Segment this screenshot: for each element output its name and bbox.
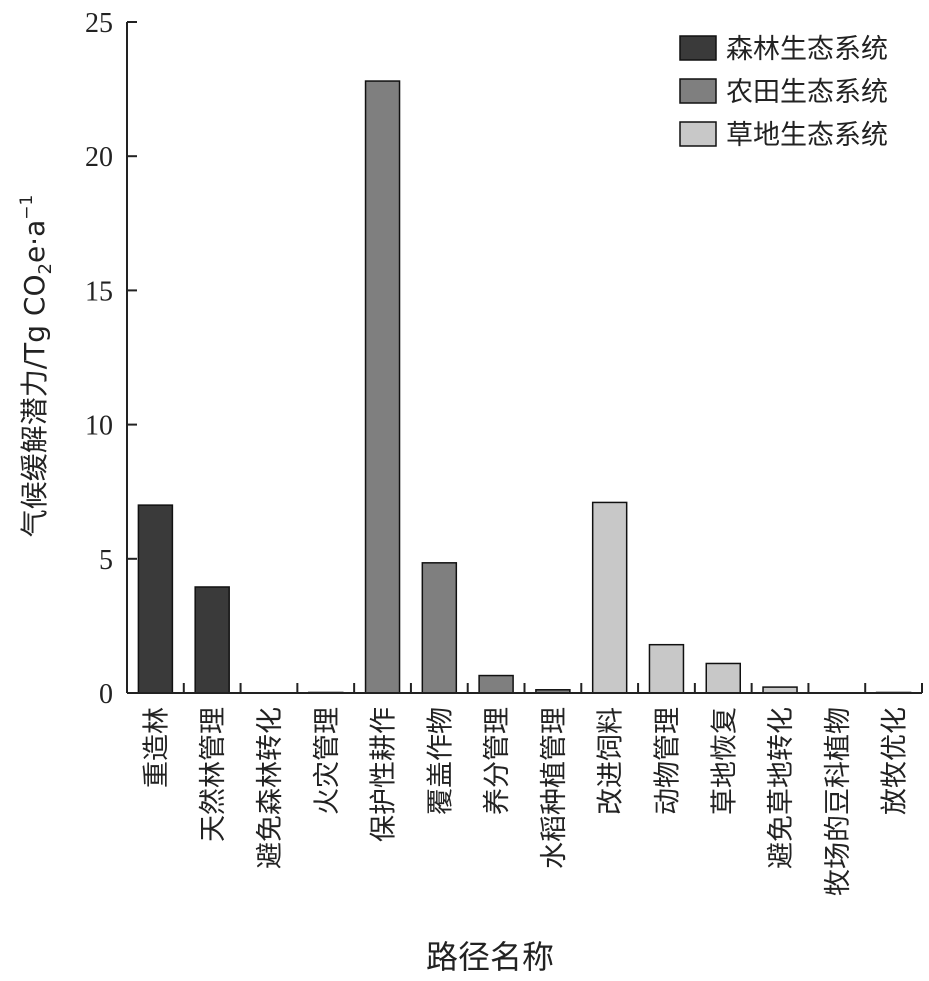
bar-1 — [137, 504, 174, 694]
y-axis-title-tail: e·a — [18, 220, 51, 263]
x-category-label-7: 养分管理 — [482, 707, 513, 815]
x-axis-title: 路径名称 — [426, 938, 554, 976]
bar-9 — [591, 501, 628, 694]
y-axis-title: 气候缓解潜力/Tg CO2e·a−1 — [17, 195, 56, 538]
legend-swatch-2 — [679, 78, 717, 104]
x-category-label-10: 动物管理 — [652, 707, 683, 815]
bar-10 — [648, 643, 685, 694]
legend-label-1: 森林生态系统 — [726, 34, 888, 65]
x-category-label-11: 草地恢复 — [709, 707, 740, 815]
x-category-label-4: 火灾管理 — [312, 707, 343, 815]
svg-text:气候缓解潜力/Tg CO2e·a−1: 气候缓解潜力/Tg CO2e·a−1 — [17, 195, 56, 538]
legend-swatch-1 — [679, 35, 717, 61]
y-axis-title-main: 气候缓解潜力/Tg CO — [18, 275, 51, 538]
bars-group — [137, 80, 912, 694]
x-category-label-3: 避免森林转化 — [255, 707, 286, 869]
y-tick-label-0: 0 — [99, 679, 113, 710]
y-tick-label-25: 25 — [85, 8, 113, 39]
x-category-label-8: 水稻种植管理 — [539, 707, 570, 869]
x-category-label-14: 放牧优化 — [880, 707, 911, 815]
x-axis: 重造林 天然林管理 避免森林转化 火灾管理 保护性耕作 覆盖作物 养分管理 水稻种植管理 改进饲… — [126, 683, 923, 896]
bar-5 — [364, 80, 401, 694]
y-tick-label-5: 5 — [99, 545, 113, 576]
bar-7 — [478, 674, 514, 694]
y-axis: 0 5 10 15 20 25 — [85, 8, 137, 710]
x-category-label-12: 避免草地转化 — [766, 707, 797, 869]
x-category-label-13: 牧场的豆科植物 — [823, 707, 854, 896]
bar-6 — [421, 562, 458, 694]
bar-2 — [194, 586, 230, 694]
legend-label-3: 草地生态系统 — [726, 120, 888, 151]
legend-label-2: 农田生态系统 — [726, 77, 888, 108]
x-category-label-2: 天然林管理 — [198, 707, 229, 842]
x-category-label-9: 改进饲料 — [596, 707, 627, 815]
bar-11 — [705, 662, 741, 694]
y-tick-label-20: 20 — [85, 142, 113, 173]
legend-swatch-3 — [679, 121, 717, 147]
y-axis-title-sub: 2 — [35, 263, 56, 274]
x-category-label-6: 覆盖作物 — [425, 707, 456, 815]
y-tick-label-10: 10 — [85, 411, 113, 442]
y-tick-label-15: 15 — [85, 276, 113, 307]
x-category-label-1: 重造林 — [141, 707, 172, 788]
x-category-label-5: 保护性耕作 — [369, 707, 400, 842]
y-axis-title-sup: −1 — [17, 195, 37, 220]
